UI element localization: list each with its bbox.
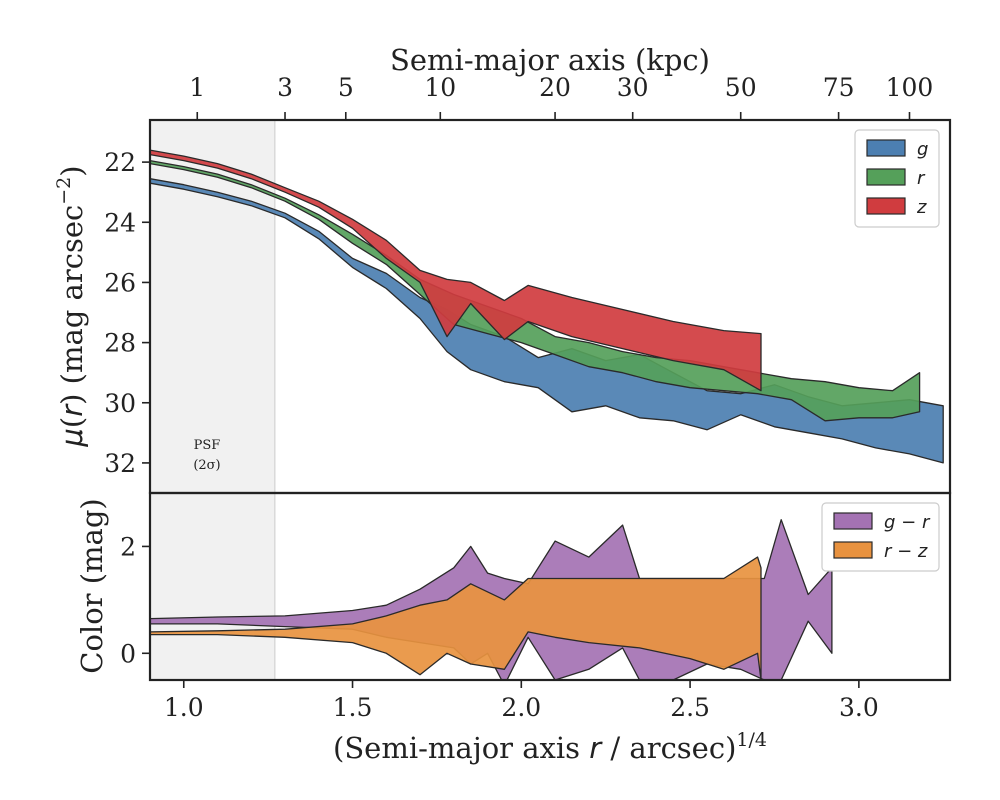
top-x-tick-label: 100: [886, 73, 934, 102]
legend-surface-brightness: grz: [854, 129, 940, 228]
x-axis-label: (Semi-major axis r / arcsec)1/4: [333, 729, 767, 765]
y-tick-label: 30: [104, 389, 136, 418]
top-x-tick-label: 10: [424, 73, 456, 102]
x-axis-label-var: r: [589, 731, 603, 765]
y-axis-label-sup: −2: [53, 177, 75, 205]
top-x-tick-label: 50: [725, 73, 757, 102]
legend-label-g-r: g − r: [884, 512, 931, 533]
y-axis-label-mu: μ: [55, 428, 89, 447]
top-x-tick-label: 20: [539, 73, 571, 102]
color-bands: [150, 519, 833, 680]
x-tick-label: 1.5: [333, 693, 373, 722]
top-axis-label: Semi-major axis (kpc): [390, 43, 710, 77]
y-axis-label-open: (: [55, 417, 89, 428]
x-tick-label: 2.0: [501, 693, 541, 722]
x-tick-label: 3.0: [839, 693, 879, 722]
legend-label-z: z: [916, 197, 927, 218]
legend-swatch-r: [866, 168, 906, 186]
legend-swatch-g: [866, 139, 906, 157]
axis-ticks: 1.0 1.5 2.0 2.5 3.01 3 5 10 20 30 50 75 100222426283…: [104, 73, 933, 722]
y-axis-label-end: ): [55, 165, 89, 176]
psf-label-line2: (2σ): [193, 458, 220, 473]
y-axis-label-var: r: [55, 403, 89, 417]
y-tick-label: 32: [104, 449, 136, 478]
y-tick-label: 28: [104, 329, 136, 358]
psf-label-line1: PSF: [194, 438, 221, 453]
x-tick-label: 2.5: [670, 693, 710, 722]
band-r-z: [150, 556, 762, 680]
band-z: [150, 149, 762, 392]
y-axis-label-top: μ(r) (mag arcsec−2): [53, 165, 89, 447]
psf-shade-bottom: [150, 493, 275, 680]
color-y-tick-label: 2: [120, 532, 136, 561]
y-axis-label-bottom: Color (mag): [75, 498, 109, 673]
x-axis-label-pre: (Semi-major axis: [333, 731, 589, 765]
x-axis-label-post: / arcsec): [601, 731, 736, 765]
top-x-tick-label: 75: [823, 73, 855, 102]
top-x-tick-label: 30: [617, 73, 649, 102]
legend-swatch-z: [866, 197, 906, 215]
top-x-tick-label: 1: [189, 73, 205, 102]
color-y-tick-label: 0: [120, 639, 136, 668]
y-tick-label: 26: [104, 268, 136, 297]
y-axis-label-close: ) (mag arcsec: [55, 205, 89, 405]
surface-brightness-bands: [150, 149, 944, 464]
legend-swatch-g-r: [833, 512, 873, 530]
legend-swatch-r-z: [833, 541, 873, 559]
top-x-tick-label: 3: [277, 73, 293, 102]
legend-label-r: r: [917, 168, 926, 189]
x-tick-label: 1.0: [164, 693, 204, 722]
y-tick-label: 24: [104, 208, 136, 237]
top-x-tick-label: 5: [338, 73, 354, 102]
legend-color: g − r r − z: [821, 502, 940, 572]
x-axis-label-sup: 1/4: [736, 729, 767, 751]
legend-label-r-z: r − z: [884, 541, 928, 562]
legend-label-g: g: [917, 139, 928, 160]
y-tick-label: 22: [104, 148, 136, 177]
bottom-panel-frame: [148, 491, 952, 682]
